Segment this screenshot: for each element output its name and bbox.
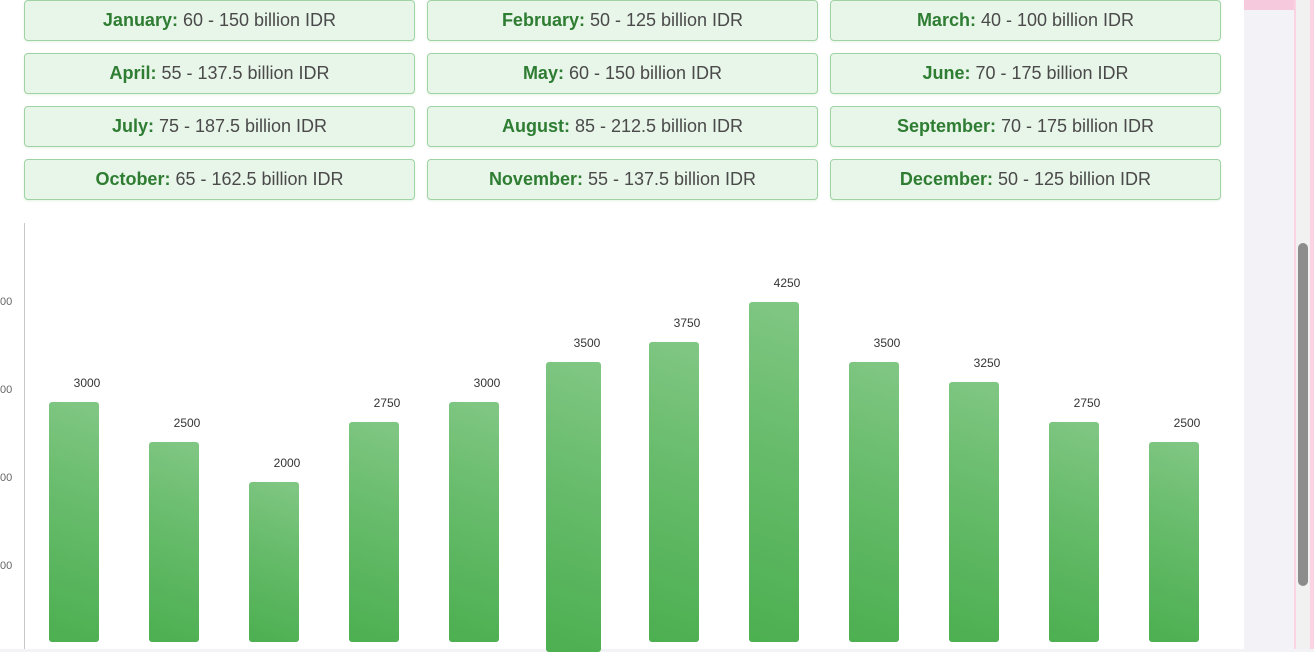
month-name: September: xyxy=(896,116,996,136)
chart-bar xyxy=(649,342,699,642)
bar-value-label: 3750 xyxy=(673,316,701,330)
month-range: 55 - 137.5 billion IDR xyxy=(587,169,757,189)
chart-bar xyxy=(49,402,99,642)
month-name: December: xyxy=(899,169,993,189)
chart-bar xyxy=(249,482,299,642)
month-name: March: xyxy=(916,10,976,30)
month-card-december: December: 50 - 125 billion IDR xyxy=(830,159,1221,200)
month-card-june: June: 70 - 175 billion IDR xyxy=(830,53,1221,94)
month-name: May: xyxy=(522,63,564,83)
chart-bar xyxy=(449,402,499,642)
y-tick-label: 00 xyxy=(0,560,13,572)
month-name: November: xyxy=(488,169,583,189)
month-range: 75 - 187.5 billion IDR xyxy=(158,116,328,136)
month-range: 60 - 150 billion IDR xyxy=(568,63,723,83)
month-range: 50 - 125 billion IDR xyxy=(997,169,1152,189)
month-range: 40 - 100 billion IDR xyxy=(980,10,1135,30)
month-range: 70 - 175 billion IDR xyxy=(975,63,1129,83)
chart-bar xyxy=(149,442,199,642)
y-tick-label: 00 xyxy=(0,296,13,308)
month-card-november: November: 55 - 137.5 billion IDR xyxy=(427,159,818,200)
bar-value-label: 3500 xyxy=(873,336,901,350)
scrollbar-thumb[interactable] xyxy=(1298,243,1308,586)
chart-bar xyxy=(1049,422,1099,642)
y-axis-line xyxy=(24,223,25,649)
month-range: 65 - 162.5 billion IDR xyxy=(175,169,344,189)
month-card-may: May: 60 - 150 billion IDR xyxy=(427,53,818,94)
month-name: June: xyxy=(922,63,971,83)
bar-value-label: 3000 xyxy=(73,376,101,390)
bar-value-label: 2500 xyxy=(173,416,201,430)
bar-value-label: 2000 xyxy=(273,456,301,470)
bar-value-label: 2750 xyxy=(373,396,401,410)
month-card-october: October: 65 - 162.5 billion IDR xyxy=(24,159,415,200)
bar-value-label: 4250 xyxy=(773,276,801,290)
month-card-april: April: 55 - 137.5 billion IDR xyxy=(24,53,415,94)
month-name: April: xyxy=(109,63,157,83)
bar-value-label: 3500 xyxy=(573,336,601,350)
chart-bar xyxy=(749,302,799,642)
chart-bar xyxy=(349,422,399,642)
page-content: January: 60 - 150 billion IDR February: … xyxy=(0,0,1244,652)
month-name: January: xyxy=(102,10,178,30)
bar-chart: 00 00 00 00 3000 2500 2000 2750 3000 3500 3750… xyxy=(0,218,1244,652)
bar-value-label: 2500 xyxy=(1173,416,1201,430)
y-tick-label: 00 xyxy=(0,384,13,396)
month-card-january: January: 60 - 150 billion IDR xyxy=(24,0,415,41)
bar-value-label: 3000 xyxy=(473,376,501,390)
month-range: 70 - 175 billion IDR xyxy=(1000,116,1155,136)
month-name: July: xyxy=(111,116,154,136)
chart-bar xyxy=(1149,442,1199,642)
month-card-february: February: 50 - 125 billion IDR xyxy=(427,0,818,41)
bar-value-label: 2750 xyxy=(1073,396,1101,410)
month-card-august: August: 85 - 212.5 billion IDR xyxy=(427,106,818,147)
bar-value-label: 3250 xyxy=(973,356,1001,370)
month-name: February: xyxy=(501,10,585,30)
month-card-september: September: 70 - 175 billion IDR xyxy=(830,106,1221,147)
month-card-july: July: 75 - 187.5 billion IDR xyxy=(24,106,415,147)
month-range: 55 - 137.5 billion IDR xyxy=(161,63,330,83)
chart-bar xyxy=(949,382,999,642)
month-name: August: xyxy=(501,116,570,136)
month-card-march: March: 40 - 100 billion IDR xyxy=(830,0,1221,41)
month-name: October: xyxy=(95,169,171,189)
month-range: 60 - 150 billion IDR xyxy=(182,10,337,30)
y-tick-label: 00 xyxy=(0,472,13,484)
month-range: 50 - 125 billion IDR xyxy=(589,10,744,30)
chart-bar xyxy=(546,362,601,652)
month-range: 85 - 212.5 billion IDR xyxy=(574,116,744,136)
chart-bar xyxy=(849,362,899,642)
